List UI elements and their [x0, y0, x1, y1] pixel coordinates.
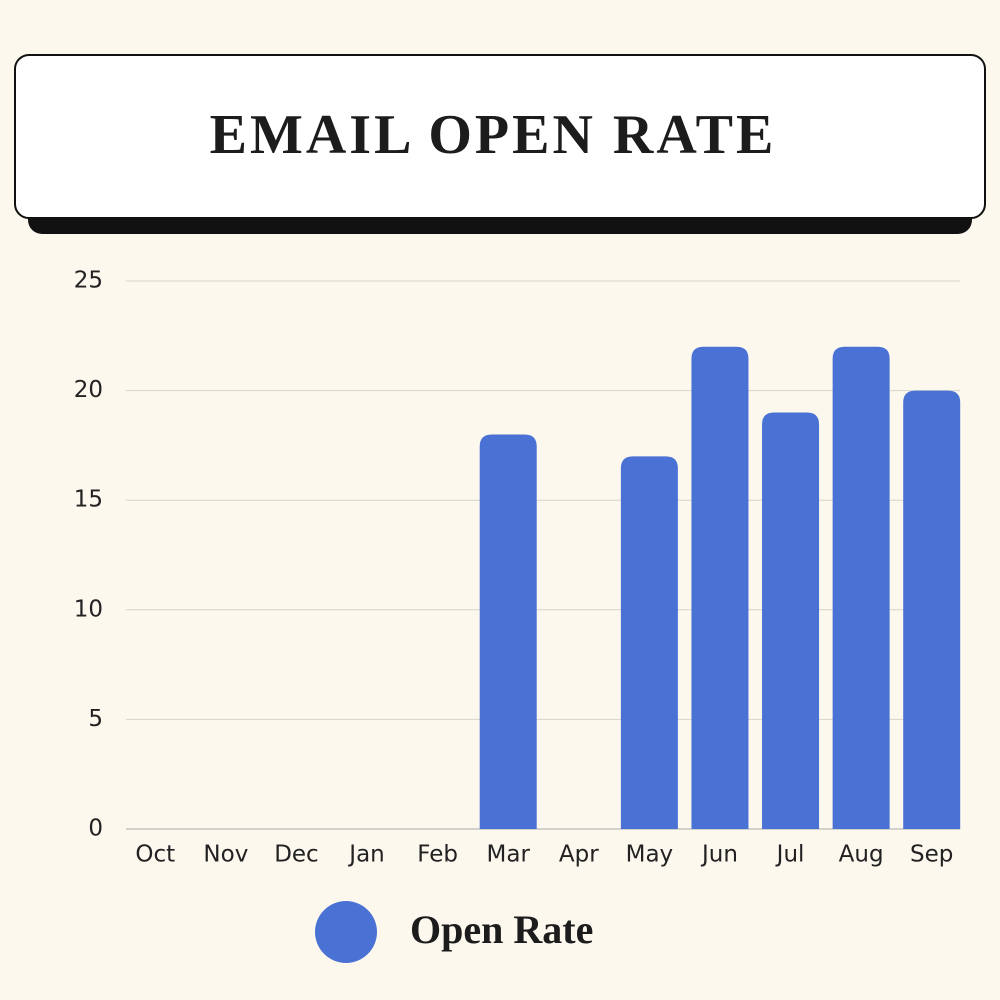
x-tick-label: Dec — [274, 842, 319, 868]
y-tick-label: 25 — [74, 268, 103, 294]
bar — [620, 456, 678, 829]
x-tick-label: Jun — [700, 842, 738, 868]
x-tick-label: Nov — [203, 842, 248, 868]
x-tick-label: Sep — [910, 842, 953, 868]
bar — [479, 434, 537, 829]
legend-label: Open Rate — [410, 907, 593, 952]
bar — [762, 412, 820, 829]
x-tick-label: Jul — [775, 842, 805, 868]
plot-area: 0 5 10 15 20 25 Oct Nov Dec Jan Feb Mar Apr May Jun Jul… — [74, 268, 961, 868]
bar — [832, 346, 890, 829]
x-tick-label: May — [626, 842, 674, 868]
chart-title: EMAIL OPEN RATE — [210, 104, 777, 166]
title-box — [14, 54, 986, 219]
legend-marker — [315, 901, 377, 963]
y-tick-label: 15 — [74, 487, 103, 513]
bar — [903, 390, 961, 829]
y-tick-label: 10 — [74, 596, 103, 622]
x-tick-label: Jan — [347, 842, 384, 868]
x-tick-label: Feb — [417, 842, 458, 868]
y-tick-label: 5 — [88, 706, 103, 732]
x-tick-label: Oct — [135, 842, 175, 868]
y-tick-label: 0 — [88, 816, 103, 842]
y-tick-label: 20 — [74, 377, 103, 403]
x-tick-label: Apr — [559, 842, 599, 868]
bar — [691, 346, 749, 829]
x-tick-label: Aug — [839, 842, 884, 868]
x-tick-label: Mar — [487, 842, 531, 868]
